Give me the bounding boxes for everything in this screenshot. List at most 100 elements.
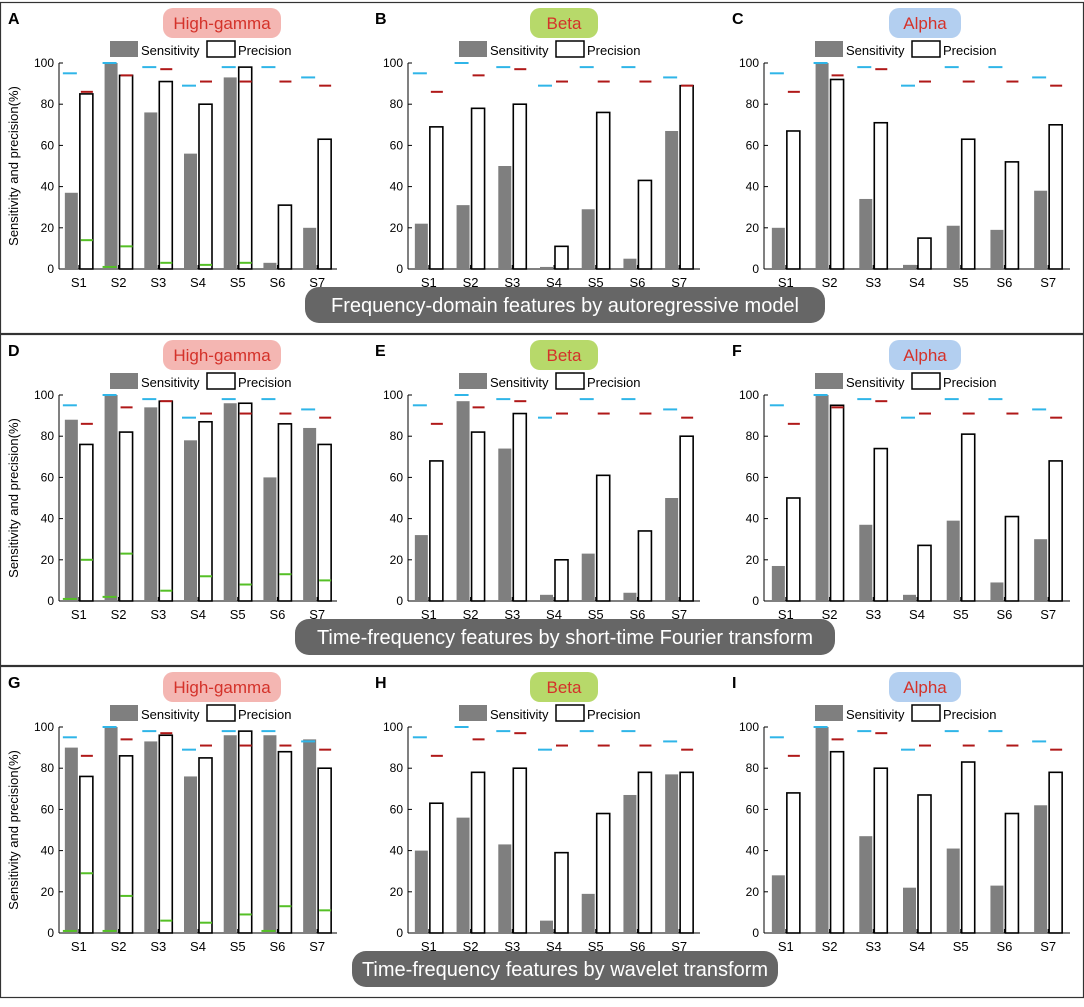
bar-sensitivity [1034,190,1048,269]
y-tick-label: 80 [41,761,55,775]
bar-precision [554,245,569,270]
bar-sensitivity [990,885,1004,933]
bar-sensitivity [946,520,960,601]
bar-sensitivity [104,395,118,601]
bar-precision [960,761,976,934]
legend-label-sensitivity: Sensitivity [141,43,200,58]
bar-sensitivity [263,477,277,601]
bar-sensitivity [456,205,470,269]
y-tick-label: 80 [41,97,55,111]
x-tick-label: S2 [111,275,127,290]
bar-precision [1048,124,1063,270]
x-tick-label: S7 [671,607,687,622]
bar-precision [786,497,801,602]
y-tick-label: 60 [41,470,55,484]
y-tick-label: 20 [41,885,55,899]
y-tick-label: 20 [390,553,404,567]
legend-label-precision: Precision [587,375,640,390]
bar-sensitivity [623,794,637,933]
bar-sensitivity [223,403,237,601]
bar-precision [158,400,174,602]
legend-label-precision: Precision [943,43,996,58]
bar-precision [512,767,528,934]
y-tick-label: 80 [390,429,404,443]
x-tick-label: S5 [953,607,969,622]
legend-label-precision: Precision [238,375,291,390]
x-tick-label: S7 [309,275,325,290]
x-tick-label: S5 [588,607,604,622]
bar-sensitivity [144,112,158,269]
bar-precision [679,771,694,934]
panel-F: F Alpha Sensitivity Precision 0 20 40 60 80 100 S1… [732,340,1070,622]
bar-sensitivity [64,192,78,269]
bar-sensitivity [540,266,553,269]
bar-precision [554,558,569,602]
x-tick-label: S3 [865,939,881,954]
bar-sensitivity [581,553,595,601]
panel-D: D High-gamma Sensitivity Precision 0 20 40 60 80… [6,340,337,622]
panel-I: I Alpha Sensitivity Precision 0 20 40 60 80 100 S1… [732,672,1070,954]
y-tick-label: 40 [41,180,55,194]
band-pill [889,672,961,702]
x-tick-label: S4 [190,275,206,290]
legend-swatch-precision [911,372,941,390]
y-axis-label: Sensitivity and precision(%) [6,86,21,246]
y-tick-label: 40 [746,844,760,858]
band-pill [889,8,961,38]
bar-precision [960,138,976,270]
bar-sensitivity [815,395,829,601]
y-tick-label: 0 [47,262,54,276]
y-tick-label: 100 [34,388,54,402]
x-tick-label: S1 [778,275,794,290]
bar-precision [118,431,134,602]
band-pill [163,8,281,38]
bar-precision [118,74,134,270]
y-tick-label: 80 [390,97,404,111]
y-tick-label: 80 [41,429,55,443]
bar-sensitivity [184,440,197,601]
y-tick-label: 60 [41,802,55,816]
bar-sensitivity [498,166,512,269]
x-tick-label: S7 [309,607,325,622]
band-pill [530,8,598,38]
bar-sensitivity [1034,539,1048,601]
band-pill [163,672,281,702]
x-tick-label: S1 [778,607,794,622]
bar-precision [79,443,94,602]
y-tick-label: 100 [739,56,759,70]
bar-precision [237,730,253,934]
x-tick-label: S6 [629,607,645,622]
bar-precision [829,78,845,270]
bar-precision [512,412,528,602]
x-tick-label: S4 [546,275,562,290]
bar-precision [1004,515,1020,602]
x-tick-label: S4 [546,939,562,954]
bar-precision [317,767,332,934]
legend-swatch-sensitivity [815,705,843,721]
bar-sensitivity [859,198,873,269]
y-tick-label: 60 [390,138,404,152]
x-tick-label: S7 [671,275,687,290]
y-tick-label: 20 [390,221,404,235]
x-tick-label: S6 [629,275,645,290]
x-tick-label: S2 [822,275,838,290]
row-caption: Time-frequency features by short-time Fo… [317,627,813,649]
bar-precision [470,771,486,934]
x-tick-label: S4 [190,607,206,622]
caption-box [352,951,778,987]
bar-sensitivity [771,875,785,933]
x-tick-label: S3 [504,275,520,290]
legend-label-precision: Precision [238,43,291,58]
bar-precision [277,750,293,934]
bar-sensitivity [771,565,785,601]
y-tick-label: 100 [739,720,759,734]
bar-precision [429,802,444,934]
bar-sensitivity [815,63,829,269]
bar-sensitivity [990,582,1004,601]
x-tick-label: S2 [822,939,838,954]
legend-label-sensitivity: Sensitivity [490,707,549,722]
bar-sensitivity [859,524,873,601]
caption-box [295,619,835,655]
bar-precision [917,237,932,270]
